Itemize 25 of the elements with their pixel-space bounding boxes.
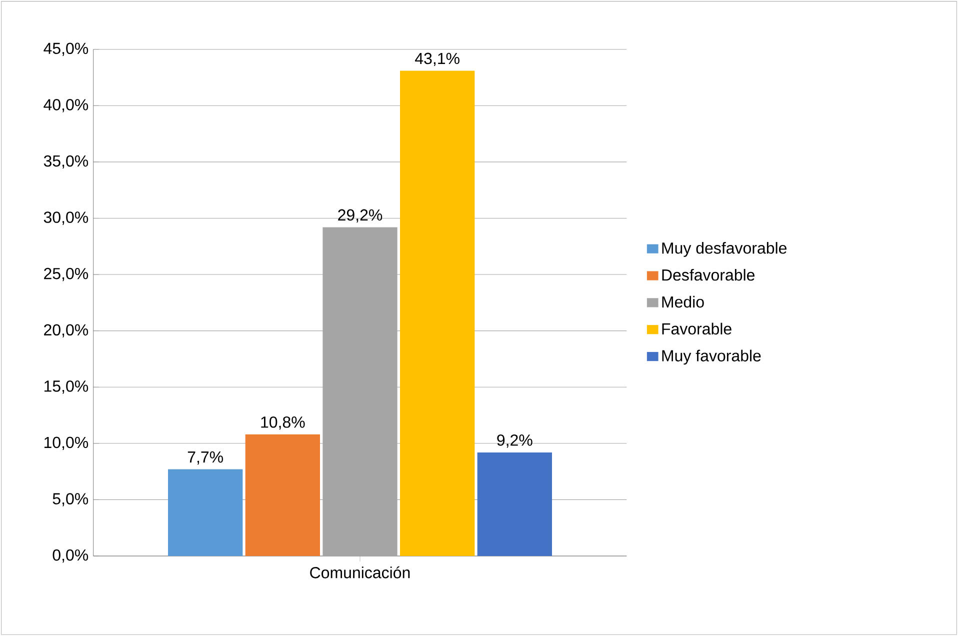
bar <box>245 434 320 556</box>
data-label: 10,8% <box>261 416 305 430</box>
y-tick-label: 30,0% <box>44 212 88 225</box>
x-tick-label: Comunicación <box>310 566 410 578</box>
y-tick-label: 25,0% <box>44 268 88 282</box>
y-tick-label: 10,0% <box>44 436 88 450</box>
data-label: 43,1% <box>415 52 460 66</box>
data-label: 7,7% <box>188 451 223 465</box>
y-tick-label: 20,0% <box>44 324 88 338</box>
y-tick-label: 40,0% <box>44 99 88 112</box>
legend-label: Desfavorable <box>662 268 755 281</box>
y-tick-label: 5,0% <box>52 493 88 506</box>
y-tick-label: 45,0% <box>44 42 88 56</box>
legend-label: Favorable <box>662 322 732 335</box>
bar <box>168 469 243 556</box>
data-label: 29,2% <box>338 209 382 223</box>
y-tick-label: 35,0% <box>44 155 88 169</box>
bar <box>400 70 475 556</box>
bar <box>477 452 552 556</box>
legend-label: Muy favorable <box>662 350 761 365</box>
legend-label: Medio <box>662 296 704 308</box>
legend-label: Muy desfavorable <box>662 242 787 257</box>
data-label: 9,2% <box>497 434 532 448</box>
y-tick-label: 15,0% <box>44 380 88 394</box>
y-tick-label: 0,0% <box>52 549 88 563</box>
